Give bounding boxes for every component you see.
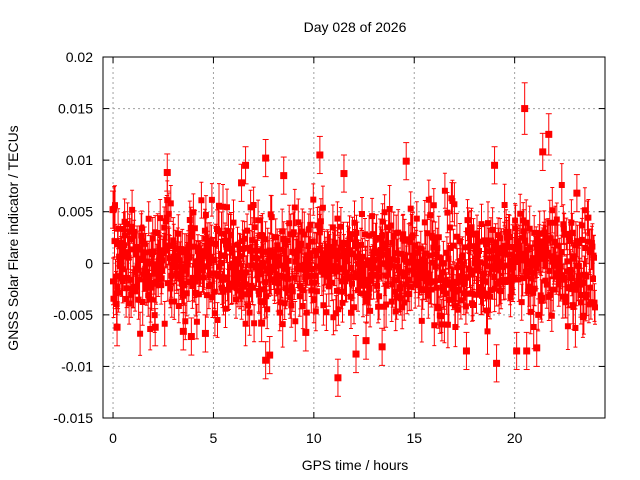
point-marker [513,347,521,355]
point-marker [523,347,531,355]
x-tick-label: 0 [109,430,117,446]
data-point [266,336,274,375]
data-point [302,313,310,352]
data-point [316,135,324,175]
point-marker [402,157,410,165]
data-point [113,308,121,347]
point-marker [533,344,541,352]
data-point [179,312,187,351]
chart-title: Day 028 of 2026 [304,19,407,35]
y-axis-label: GNSS Solar Flare indicator / TECUs [5,125,21,350]
point-marker [352,350,360,358]
y-tick-label: -0.015 [53,410,93,426]
data-point [513,331,521,371]
data-point [402,142,410,181]
data-point [521,82,529,135]
data-point [493,344,501,383]
noise-markers [110,182,598,337]
point-marker [201,329,209,337]
x-ticks: 0 5 10 15 20 [109,57,523,446]
point-marker [334,374,342,382]
data-point [533,328,541,367]
y-ticks: -0.015 -0.01 -0.005 0 0.005 0.01 0.015 0.02 [53,49,605,426]
point-marker [302,328,310,336]
y-tick-label: 0.005 [58,204,93,220]
point-marker [491,161,499,169]
noise-layer [110,163,598,356]
data-point [462,331,470,371]
y-tick-label: -0.01 [61,358,93,374]
x-tick-label: 15 [406,430,422,446]
point-marker [238,179,246,187]
y-tick-label: 0.02 [66,49,93,65]
data-point [151,308,159,347]
point-marker [242,161,250,169]
point-marker [187,333,195,341]
point-marker [151,323,159,331]
data-point [539,132,547,171]
point-marker [340,170,348,178]
x-tick-label: 20 [507,430,523,446]
plot-frame [102,56,606,419]
y-tick-label: 0.01 [66,152,93,168]
point-marker [262,154,270,162]
data-point [262,341,270,380]
point-marker [545,130,553,138]
data-point [334,358,342,397]
data-point [187,317,195,356]
data-point [362,321,370,360]
data-point [163,153,171,192]
x-axis-label: GPS time / hours [302,457,409,473]
data-point [242,146,250,185]
point-marker [573,189,581,197]
point-marker [362,337,370,345]
data-point [238,163,246,202]
y-tick-label: 0.015 [58,101,93,117]
data-point [573,174,581,213]
point-marker [163,169,171,177]
data-point [280,156,288,195]
x-tick-label: 10 [306,430,322,446]
data-points [109,82,581,397]
point-marker [316,151,324,159]
point-marker [179,327,187,335]
point-marker [493,359,501,367]
point-marker [109,206,117,214]
data-point [340,154,348,193]
data-point [491,146,499,185]
point-marker [462,347,470,355]
y-tick-label: 0 [85,255,93,271]
point-marker [266,351,274,359]
data-point [109,190,117,229]
point-marker [113,323,121,331]
data-point [545,113,553,156]
data-point [352,334,360,374]
y-tick-label: -0.005 [53,307,93,323]
point-marker [258,319,266,327]
data-point [201,314,209,353]
data-point [523,331,531,371]
point-marker [539,148,547,156]
point-marker [280,172,288,180]
point-marker [262,356,270,364]
x-tick-label: 5 [210,430,218,446]
point-marker [521,105,529,113]
data-point [378,327,386,366]
point-marker [378,343,386,351]
data-point [262,139,270,178]
